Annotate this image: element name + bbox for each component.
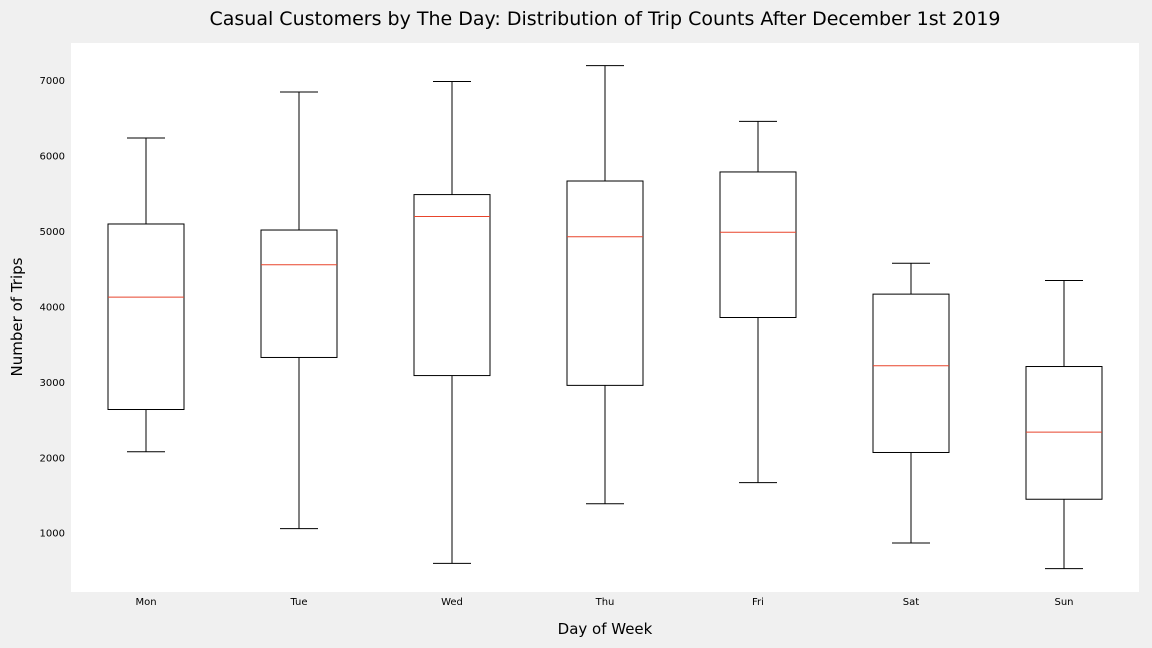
iqr-box [872,293,950,453]
y-axis-ticks: 1000 2000 3000 4000 5000 6000 7000 [40,76,65,539]
iqr-box [719,171,797,318]
x-axis-ticks: Mon Tue Wed Thu Fri Sat Sun [135,597,1073,608]
y-tick-label: 1000 [40,529,65,540]
y-axis-label: Number of Trips [8,257,26,376]
box-plot-thu [566,65,644,505]
x-tick-label: Fri [752,597,764,608]
y-tick-label: 5000 [40,227,65,238]
chart-title: Casual Customers by The Day: Distributio… [209,8,1000,30]
box-plots [107,65,1103,570]
iqr-box [1025,366,1103,500]
x-tick-label: Sat [903,597,919,608]
y-tick-label: 2000 [40,453,65,464]
x-tick-label: Sun [1054,597,1073,608]
y-tick-label: 3000 [40,378,65,389]
y-tick-label: 7000 [40,76,65,87]
box-plot-sun [1025,280,1103,570]
x-tick-label: Tue [289,597,307,608]
y-tick-label: 6000 [40,152,65,163]
y-tick-label: 4000 [40,302,65,313]
iqr-box [107,223,185,411]
x-tick-label: Thu [595,597,615,608]
box-plot-wed [413,80,491,564]
box-plot-mon [107,137,185,453]
iqr-box [413,194,491,377]
box-plot-fri [719,120,797,484]
iqr-box [260,229,338,358]
box-plot-tue [260,91,338,530]
x-tick-label: Mon [135,597,156,608]
box-plot-sat [872,262,950,544]
x-axis-label: Day of Week [558,620,653,638]
iqr-box [566,180,644,386]
x-tick-label: Wed [441,597,463,608]
